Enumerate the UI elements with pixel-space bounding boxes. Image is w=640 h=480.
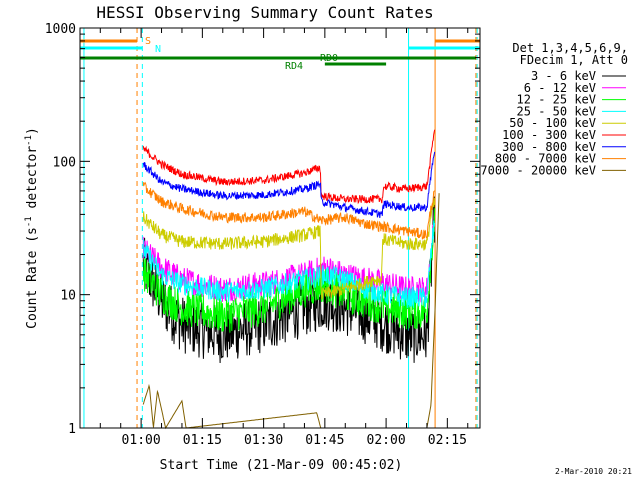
x-tick-label-02-00: 02:00 xyxy=(367,433,406,448)
flag-label-s: S xyxy=(145,36,151,47)
chart-title: HESSI Observing Summary Count Rates xyxy=(96,3,433,22)
x-tick-label-01-15: 01:15 xyxy=(183,433,222,448)
flag-layer: SN RD0 RD4 xyxy=(80,28,480,428)
footer-timestamp: 2-Mar-2010 20:21 xyxy=(555,467,632,476)
legend-label-7000-20000-kev: 7000 - 20000 keV xyxy=(480,163,596,177)
y-axis-label: Count Rate (s-1 detector-1) xyxy=(24,127,40,329)
y-axis-label-end: ) xyxy=(25,127,40,135)
series-line-25-50-kev xyxy=(142,220,436,309)
y-tick-label-100: 100 xyxy=(53,155,76,170)
x-axis-label: Start Time (21-Mar-09 00:45:02) xyxy=(160,458,403,473)
y-tick-label-10: 10 xyxy=(60,289,76,304)
legend-label-100-300-kev: 100 - 300 keV xyxy=(502,128,596,142)
x-tick-label-01-45: 01:45 xyxy=(305,433,344,448)
legend-header-line-1: Det 1,3,4,5,6,9, xyxy=(512,41,628,55)
series-line-800-7000-kev xyxy=(142,181,435,240)
x-tick-label-02-15: 02:15 xyxy=(428,433,467,448)
series-layer xyxy=(142,129,440,430)
x-tick-label-01-00: 01:00 xyxy=(122,433,161,448)
y-axis-label-sup1: -1 xyxy=(24,216,34,227)
legend-label-800-7000-kev: 800 - 7000 keV xyxy=(495,152,596,166)
series-line-50-100-kev xyxy=(142,197,436,300)
y-axis-label-sup2: -1 xyxy=(24,135,34,146)
y-axis-label-mid: detector xyxy=(25,146,40,217)
y-axis-label-main: Count Rate (s xyxy=(25,227,40,329)
legend-label-50-100-kev: 50 - 100 keV xyxy=(509,116,596,130)
legend-label-300-800-kev: 300 - 800 keV xyxy=(502,140,596,154)
legend-label-25-50-kev: 25 - 50 keV xyxy=(517,104,596,118)
y-tick-label-1000: 1000 xyxy=(45,22,76,37)
flag-label-rd0: RD0 xyxy=(320,53,338,64)
flag-label-n: N xyxy=(155,44,161,55)
axes-layer: 1 10 100 1000 01:00 01:15 01:30 01:45 02:00 02:15 xyxy=(45,22,480,448)
legend-label-3-6-kev: 3 - 6 keV xyxy=(531,69,596,83)
legend-label-12-25-kev: 12 - 25 keV xyxy=(517,93,596,107)
x-tick-label-01-30: 01:30 xyxy=(244,433,283,448)
y-tick-label-1: 1 xyxy=(68,422,76,437)
flag-label-rd4: RD4 xyxy=(285,61,303,72)
series-line-300-800-kev xyxy=(142,151,436,218)
legend: Det 1,3,4,5,6,9, FDecim 1, Att 0 3 - 6 k… xyxy=(480,41,628,177)
legend-label-6-12-kev: 6 - 12 keV xyxy=(524,81,596,95)
series-line-100-300-kev xyxy=(142,129,436,205)
legend-header-line-2: FDecim 1, Att 0 xyxy=(520,53,628,67)
plot-frame xyxy=(79,27,481,429)
